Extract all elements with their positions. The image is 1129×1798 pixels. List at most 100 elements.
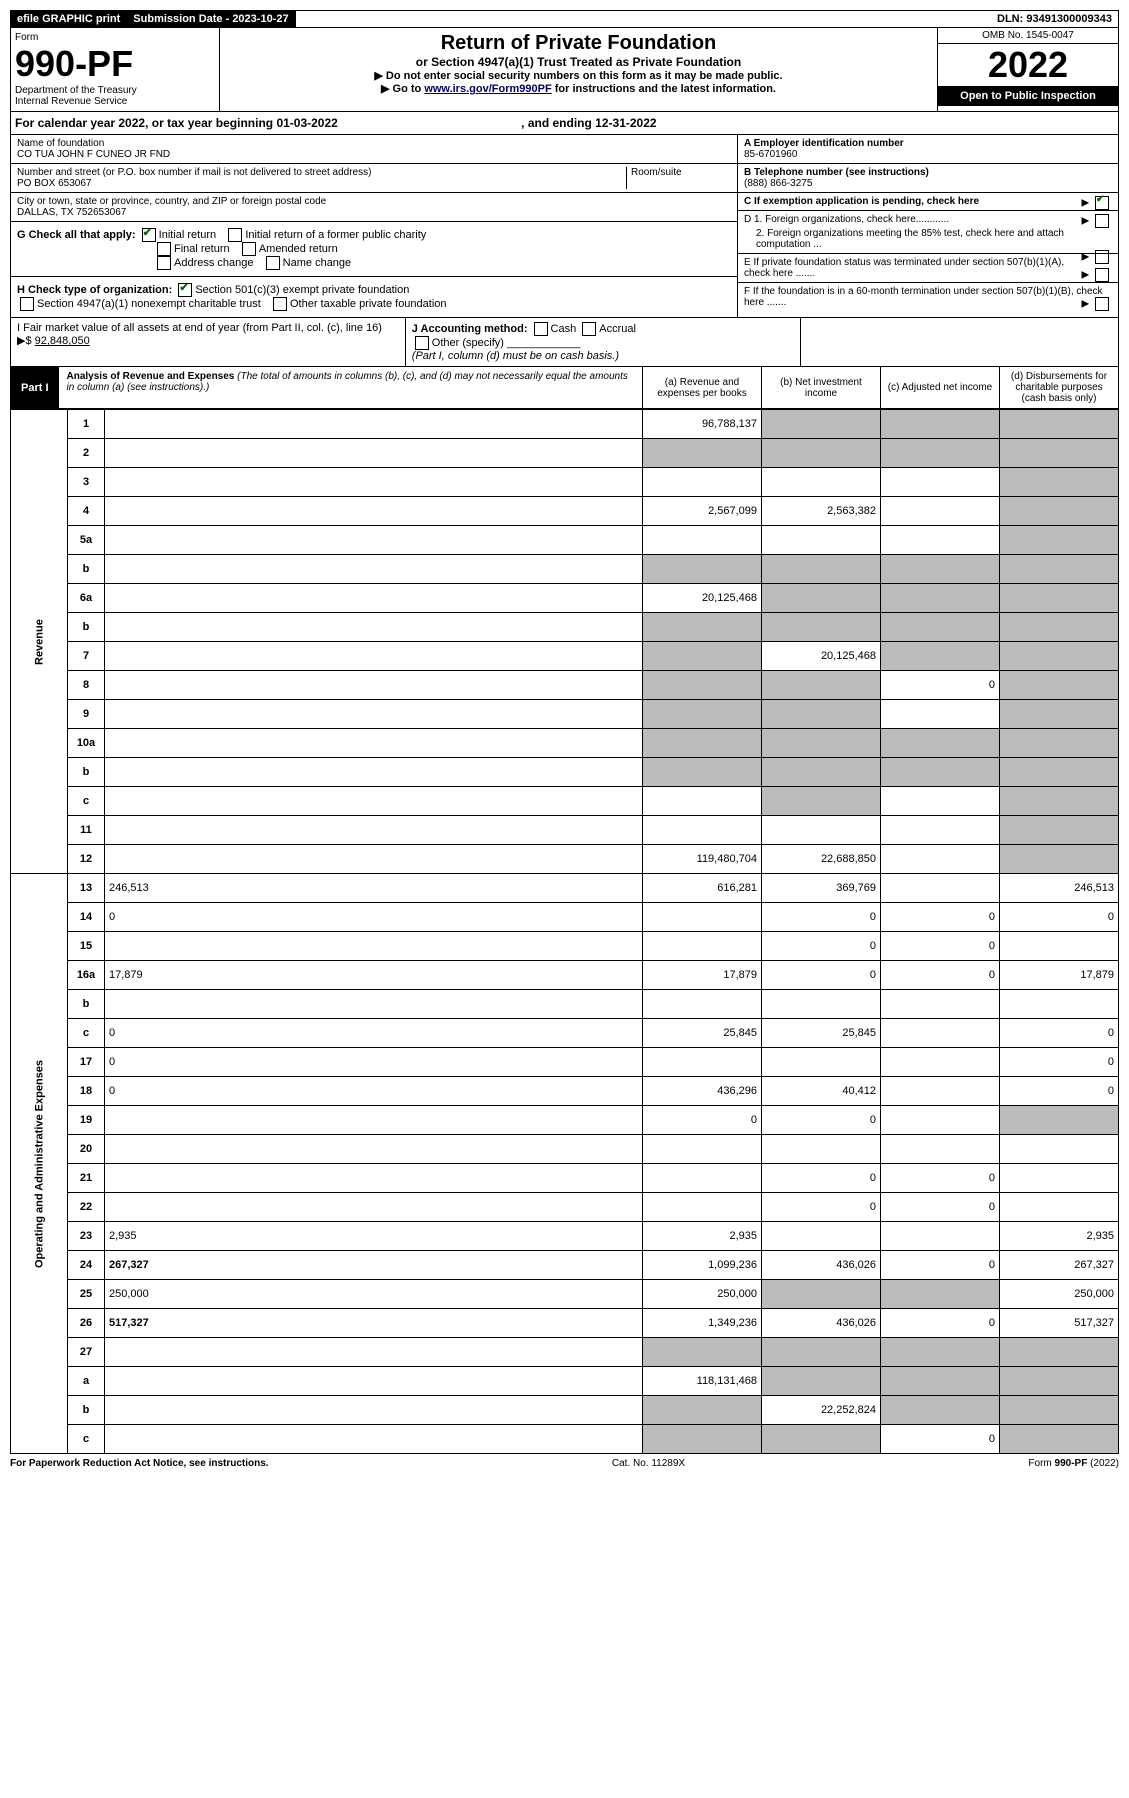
value-cell-c [881, 1222, 1000, 1251]
value-cell-c [881, 410, 1000, 439]
form-label: Form [15, 32, 215, 43]
table-row: c0 [11, 1425, 1119, 1454]
line-description: 0 [105, 903, 643, 932]
table-row: c [11, 787, 1119, 816]
line-number: 13 [68, 874, 105, 903]
value-cell-d [1000, 758, 1119, 787]
line-number: 23 [68, 1222, 105, 1251]
value-cell-d [1000, 439, 1119, 468]
line-description [105, 1135, 643, 1164]
value-cell-a: 118,131,468 [643, 1367, 762, 1396]
g-initial-former: Initial return of a former public charit… [245, 229, 426, 241]
line-number: c [68, 1019, 105, 1048]
table-row: 1900 [11, 1106, 1119, 1135]
name-change-checkbox[interactable] [266, 256, 280, 270]
line-number: 10a [68, 729, 105, 758]
value-cell-c: 0 [881, 932, 1000, 961]
line-number: 21 [68, 1164, 105, 1193]
amended-return-checkbox[interactable] [242, 242, 256, 256]
cal-begin: For calendar year 2022, or tax year begi… [15, 116, 338, 130]
open-public-badge: Open to Public Inspection [938, 86, 1118, 106]
value-cell-a [643, 1193, 762, 1222]
value-cell-d [1000, 816, 1119, 845]
line-number: 1 [68, 410, 105, 439]
value-cell-c [881, 642, 1000, 671]
501c3-checkbox[interactable] [178, 283, 192, 297]
value-cell-d [1000, 700, 1119, 729]
value-cell-a [643, 1164, 762, 1193]
other-method-checkbox[interactable] [415, 336, 429, 350]
line-description [105, 816, 643, 845]
g-amended: Amended return [259, 243, 338, 255]
line-number: 19 [68, 1106, 105, 1135]
line-description [105, 555, 643, 584]
c-checkbox[interactable] [1095, 196, 1109, 210]
d1-checkbox[interactable] [1095, 214, 1109, 228]
value-cell-d: 0 [1000, 1019, 1119, 1048]
line-number: 17 [68, 1048, 105, 1077]
value-cell-a: 2,567,099 [643, 497, 762, 526]
value-cell-d [1000, 1164, 1119, 1193]
value-cell-b: 22,688,850 [762, 845, 881, 874]
value-cell-c: 0 [881, 1425, 1000, 1454]
address-change-checkbox[interactable] [157, 256, 171, 270]
value-cell-b [762, 990, 881, 1019]
value-cell-d [1000, 584, 1119, 613]
i-value: 92,848,050 [35, 335, 90, 347]
e-cell: E If private foundation status was termi… [738, 254, 1118, 283]
initial-return-checkbox[interactable] [142, 228, 156, 242]
line-number: 9 [68, 700, 105, 729]
table-row: b [11, 613, 1119, 642]
value-cell-b [762, 410, 881, 439]
value-cell-c [881, 555, 1000, 584]
table-row: 1700 [11, 1048, 1119, 1077]
ein-label: A Employer identification number [744, 138, 904, 149]
table-row: 180436,29640,4120 [11, 1077, 1119, 1106]
value-cell-d [1000, 787, 1119, 816]
value-cell-a: 96,788,137 [643, 410, 762, 439]
line-description [105, 1106, 643, 1135]
page-footer: For Paperwork Reduction Act Notice, see … [10, 1454, 1119, 1469]
value-cell-d [1000, 729, 1119, 758]
footer-right: Form 990-PF (2022) [1028, 1458, 1119, 1469]
line-description [105, 1396, 643, 1425]
final-return-checkbox[interactable] [157, 242, 171, 256]
initial-former-checkbox[interactable] [228, 228, 242, 242]
table-row: a118,131,468 [11, 1367, 1119, 1396]
table-row: 232,9352,9352,935 [11, 1222, 1119, 1251]
d1-label: D 1. Foreign organizations, check here..… [744, 214, 949, 225]
line-description [105, 1338, 643, 1367]
value-cell-d [1000, 1106, 1119, 1135]
value-cell-a [643, 729, 762, 758]
value-cell-b [762, 1135, 881, 1164]
line-description [105, 613, 643, 642]
value-cell-c [881, 1396, 1000, 1425]
value-cell-b [762, 584, 881, 613]
accrual-checkbox[interactable] [582, 322, 596, 336]
tel-cell: B Telephone number (see instructions) (8… [738, 164, 1118, 193]
value-cell-b [762, 671, 881, 700]
line-description: 267,327 [105, 1251, 643, 1280]
value-cell-d: 17,879 [1000, 961, 1119, 990]
tel-value: (888) 866-3275 [744, 178, 812, 189]
form-title: Return of Private Foundation [224, 32, 933, 55]
c-cell: C If exemption application is pending, c… [738, 193, 1118, 211]
value-cell-a [643, 932, 762, 961]
value-cell-c [881, 1280, 1000, 1309]
value-cell-b [762, 555, 881, 584]
line-number: 7 [68, 642, 105, 671]
4947-checkbox[interactable] [20, 297, 34, 311]
value-cell-c [881, 1135, 1000, 1164]
e-checkbox[interactable] [1095, 268, 1109, 282]
irs-link[interactable]: www.irs.gov/Form990PF [424, 83, 551, 95]
value-cell-d [1000, 555, 1119, 584]
other-taxable-checkbox[interactable] [273, 297, 287, 311]
d2-checkbox[interactable] [1095, 250, 1109, 264]
cash-checkbox[interactable] [534, 322, 548, 336]
table-row: 10a [11, 729, 1119, 758]
value-cell-b [762, 1338, 881, 1367]
table-row: 2100 [11, 1164, 1119, 1193]
value-cell-d [1000, 613, 1119, 642]
f-checkbox[interactable] [1095, 297, 1109, 311]
part1-label: Part I [11, 367, 59, 408]
